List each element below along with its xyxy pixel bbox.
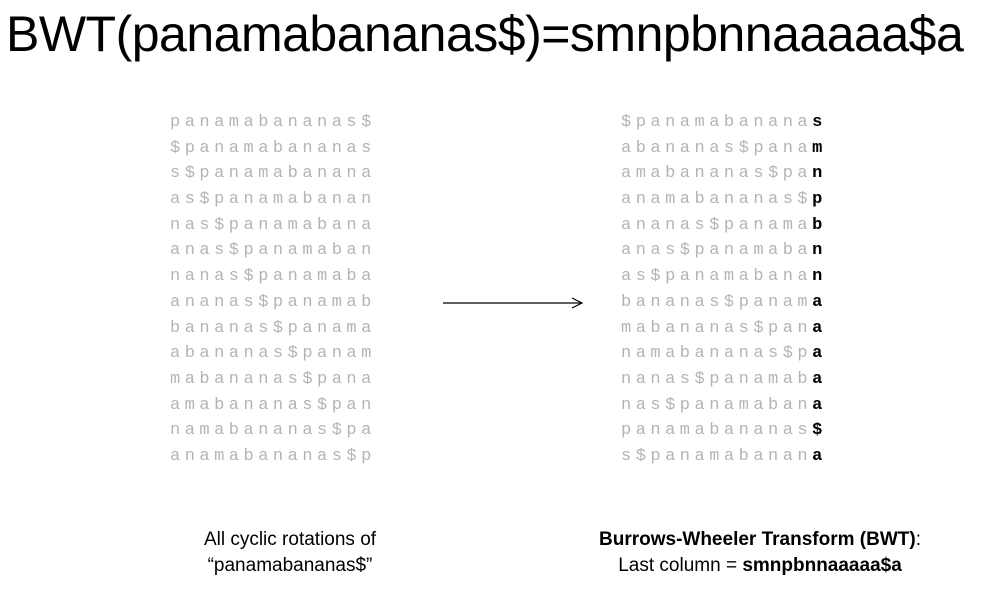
rotations-caption: All cyclic rotations of “panamabananas$” — [150, 527, 430, 579]
sorted-rotation-prefix: bananas$panam — [621, 292, 813, 312]
bwt-last-char: $ — [812, 421, 827, 441]
sorted-rotation-row: $panamabananas — [621, 110, 827, 136]
bwt-last-char: a — [812, 318, 827, 338]
sorted-rotation-row: ananas$panamab — [621, 213, 827, 239]
bwt-caption-title: Burrows-Wheeler Transform (BWT) — [599, 529, 916, 550]
rotation-row: nas$panamabana — [170, 215, 376, 235]
sorted-rotation-prefix: ananas$panama — [621, 215, 813, 235]
bwt-last-char: s — [812, 113, 827, 132]
rotation-row: mabananas$pana — [170, 369, 376, 389]
rotation-row: amabananas$pan — [170, 395, 376, 415]
sorted-rotation-prefix: anamabananas$ — [621, 190, 813, 210]
rotation-row: abananas$panam — [170, 344, 376, 364]
cyclic-rotations-list: panamabananas$ $panamabananas s$panamabana… — [170, 110, 376, 470]
sorted-rotation-row: nanas$panamaba — [621, 367, 827, 393]
bwt-last-char: p — [812, 190, 827, 210]
sorted-rotation-row: panamabananas$ — [621, 418, 827, 444]
bwt-last-char: a — [812, 292, 827, 312]
bwt-caption-line1: Burrows-Wheeler Transform (BWT): — [560, 527, 960, 553]
bwt-caption: Burrows-Wheeler Transform (BWT): Last co… — [560, 527, 960, 579]
sorted-rotation-prefix: as$panamabana — [621, 267, 813, 287]
page-title: BWT(panamabananas$)=smnpbnnaaaaa$a — [6, 6, 964, 62]
sorted-rotation-prefix: namabananas$p — [621, 344, 813, 364]
sorted-rotation-prefix: panamabananas — [621, 421, 813, 441]
rotation-row: bananas$panama — [170, 318, 376, 338]
sorted-rotation-row: nas$panamabana — [621, 393, 827, 419]
sorted-rotation-prefix: anas$panamaba — [621, 241, 813, 261]
sorted-rotation-row: bananas$panama — [621, 290, 827, 316]
sorted-rotation-prefix: amabananas$pa — [621, 164, 813, 184]
transform-arrow — [443, 297, 584, 309]
bwt-caption-value: smnpbnnaaaaa$a — [742, 555, 902, 576]
bwt-last-char: b — [812, 215, 827, 235]
bwt-last-char: n — [812, 267, 827, 287]
bwt-last-char: m — [812, 138, 827, 158]
rotation-row: as$panamabanan — [170, 190, 376, 210]
rotation-row: namabananas$pa — [170, 421, 376, 441]
bwt-caption-colon: : — [915, 529, 921, 550]
rotation-row: s$panamabanana — [170, 164, 376, 184]
rotation-row: $panamabananas — [170, 138, 376, 158]
sorted-rotation-row: amabananas$pan — [621, 161, 827, 187]
sorted-rotations-list: $panamabananas abananas$panam amabananas$p… — [621, 110, 827, 470]
sorted-rotation-row: as$panamabanan — [621, 264, 827, 290]
sorted-rotation-prefix: nanas$panamab — [621, 369, 813, 389]
sorted-rotation-row: anamabananas$p — [621, 187, 827, 213]
bwt-last-char: a — [812, 395, 827, 415]
rotation-row: anas$panamaban — [170, 241, 376, 261]
rotation-row: panamabananas$ — [170, 113, 376, 132]
bwt-last-char: a — [812, 369, 827, 389]
rotation-row: ananas$panamab — [170, 292, 376, 312]
rotation-row: anamabananas$p — [170, 446, 376, 466]
rotation-row: nanas$panamaba — [170, 267, 376, 287]
sorted-rotation-prefix: s$panamabanan — [621, 446, 813, 466]
sorted-rotation-row: mabananas$pana — [621, 316, 827, 342]
sorted-rotation-row: namabananas$pa — [621, 341, 827, 367]
bwt-last-char: n — [812, 164, 827, 184]
sorted-rotation-prefix: abananas$pana — [621, 138, 813, 158]
bwt-last-char: a — [812, 344, 827, 364]
sorted-rotation-row: abananas$panam — [621, 136, 827, 162]
bwt-caption-prefix: Last column = — [618, 555, 743, 576]
sorted-rotation-row: s$panamabanana — [621, 444, 827, 470]
rotations-caption-line2: “panamabananas$” — [207, 555, 373, 576]
bwt-caption-line2: Last column = smnpbnnaaaaa$a — [560, 553, 960, 579]
sorted-rotation-prefix: mabananas$pan — [621, 318, 813, 338]
rotations-caption-line1: All cyclic rotations of — [203, 529, 377, 550]
sorted-rotation-prefix: nas$panamaban — [621, 395, 813, 415]
sorted-rotation-prefix: $panamabanana — [621, 113, 813, 132]
sorted-rotation-row: anas$panamaban — [621, 238, 827, 264]
bwt-last-char: n — [812, 241, 827, 261]
bwt-last-char: a — [812, 446, 827, 466]
